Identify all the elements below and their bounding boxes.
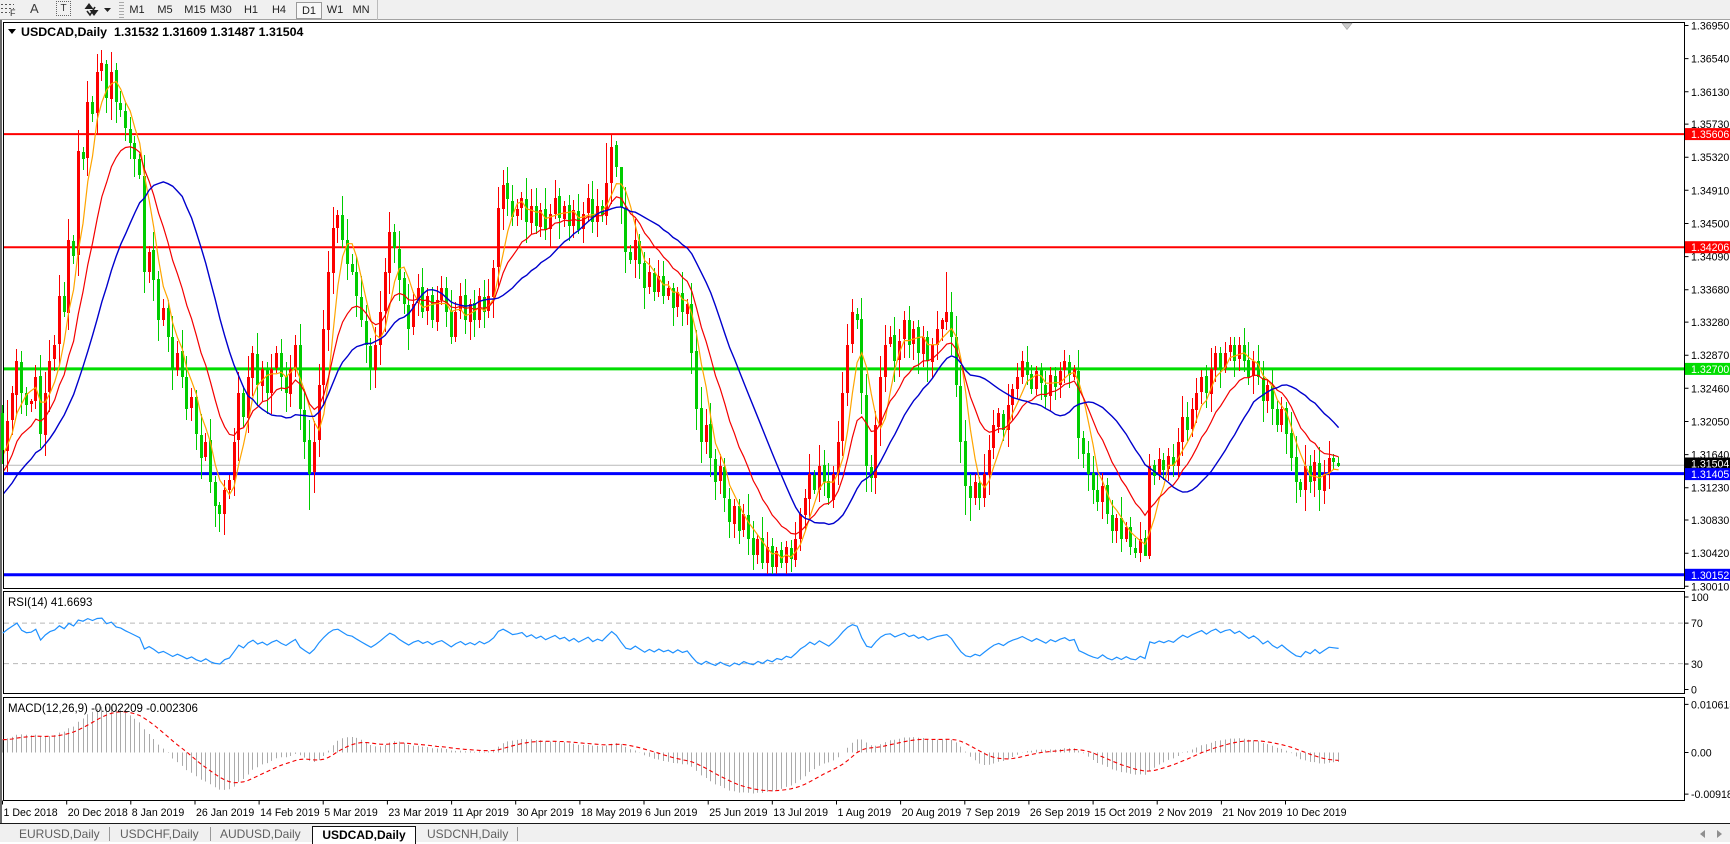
svg-text:5 Mar 2019: 5 Mar 2019	[324, 807, 378, 819]
svg-text:1.30010: 1.30010	[1691, 581, 1729, 593]
svg-text:1.35320: 1.35320	[1691, 152, 1729, 164]
svg-text:20 Dec 2018: 20 Dec 2018	[68, 807, 128, 819]
svg-text:21 Nov 2019: 21 Nov 2019	[1222, 807, 1282, 819]
svg-text:2 Nov 2019: 2 Nov 2019	[1158, 807, 1212, 819]
svg-text:USDCAD,Daily 1.31532 1.31609: USDCAD,Daily 1.31532 1.31609 1.31487 1.3…	[21, 25, 304, 39]
svg-text:1.31504: 1.31504	[1691, 459, 1729, 471]
svg-text:26 Sep 2019: 26 Sep 2019	[1030, 807, 1090, 819]
svg-text:1.32700: 1.32700	[1691, 364, 1729, 376]
svg-text:11 Apr 2019: 11 Apr 2019	[453, 807, 509, 819]
svg-text:1.34090: 1.34090	[1691, 252, 1729, 264]
svg-text:70: 70	[1691, 618, 1703, 630]
svg-text:1.34910: 1.34910	[1691, 185, 1729, 197]
svg-text:1.36130: 1.36130	[1691, 87, 1729, 99]
svg-text:13 Jul 2019: 13 Jul 2019	[773, 807, 828, 819]
svg-text:30: 30	[1691, 659, 1703, 671]
svg-text:1.32050: 1.32050	[1691, 417, 1729, 429]
svg-text:F: F	[10, 8, 16, 18]
svg-text:100: 100	[1691, 592, 1709, 604]
svg-text:30 Apr 2019: 30 Apr 2019	[517, 807, 574, 819]
svg-text:1.34500: 1.34500	[1691, 219, 1729, 231]
svg-text:26 Jan 2019: 26 Jan 2019	[196, 807, 254, 819]
svg-text:10 Dec 2019: 10 Dec 2019	[1287, 807, 1347, 819]
svg-text:1.33280: 1.33280	[1691, 317, 1729, 329]
svg-text:8 Jan 2019: 8 Jan 2019	[132, 807, 185, 819]
svg-text:1.35606: 1.35606	[1691, 129, 1729, 141]
svg-text:25 Jun 2019: 25 Jun 2019	[709, 807, 767, 819]
svg-text:1 Dec 2018: 1 Dec 2018	[4, 807, 58, 819]
svg-text:1.31405: 1.31405	[1691, 469, 1729, 481]
svg-text:MACD(12,26,9) -0.002209 -0.002: MACD(12,26,9) -0.002209 -0.002306	[8, 703, 198, 715]
svg-text:6 Jun 2019: 6 Jun 2019	[645, 807, 698, 819]
svg-text:1.30830: 1.30830	[1691, 515, 1729, 527]
svg-text:7 Sep 2019: 7 Sep 2019	[966, 807, 1020, 819]
svg-text:1.33680: 1.33680	[1691, 285, 1729, 297]
svg-text:18 May 2019: 18 May 2019	[581, 807, 642, 819]
svg-text:0: 0	[1691, 685, 1697, 697]
svg-text:20 Aug 2019: 20 Aug 2019	[902, 807, 962, 819]
svg-text:1.36540: 1.36540	[1691, 54, 1729, 66]
svg-text:0.010615: 0.010615	[1691, 699, 1730, 711]
svg-text:1.32870: 1.32870	[1691, 350, 1729, 362]
svg-text:1.36950: 1.36950	[1691, 21, 1729, 33]
svg-text:1.32460: 1.32460	[1691, 383, 1729, 395]
svg-text:14 Feb 2019: 14 Feb 2019	[260, 807, 320, 819]
svg-text:1.31230: 1.31230	[1691, 483, 1729, 495]
svg-text:1.30152: 1.30152	[1691, 570, 1729, 582]
svg-text:0.00: 0.00	[1691, 748, 1712, 760]
svg-text:15 Oct 2019: 15 Oct 2019	[1094, 807, 1152, 819]
svg-text:1.34206: 1.34206	[1691, 242, 1729, 254]
svg-text:1.30420: 1.30420	[1691, 548, 1729, 560]
svg-text:23 Mar 2019: 23 Mar 2019	[388, 807, 448, 819]
svg-text:RSI(14) 41.6693: RSI(14) 41.6693	[8, 597, 92, 609]
svg-text:1 Aug 2019: 1 Aug 2019	[838, 807, 892, 819]
